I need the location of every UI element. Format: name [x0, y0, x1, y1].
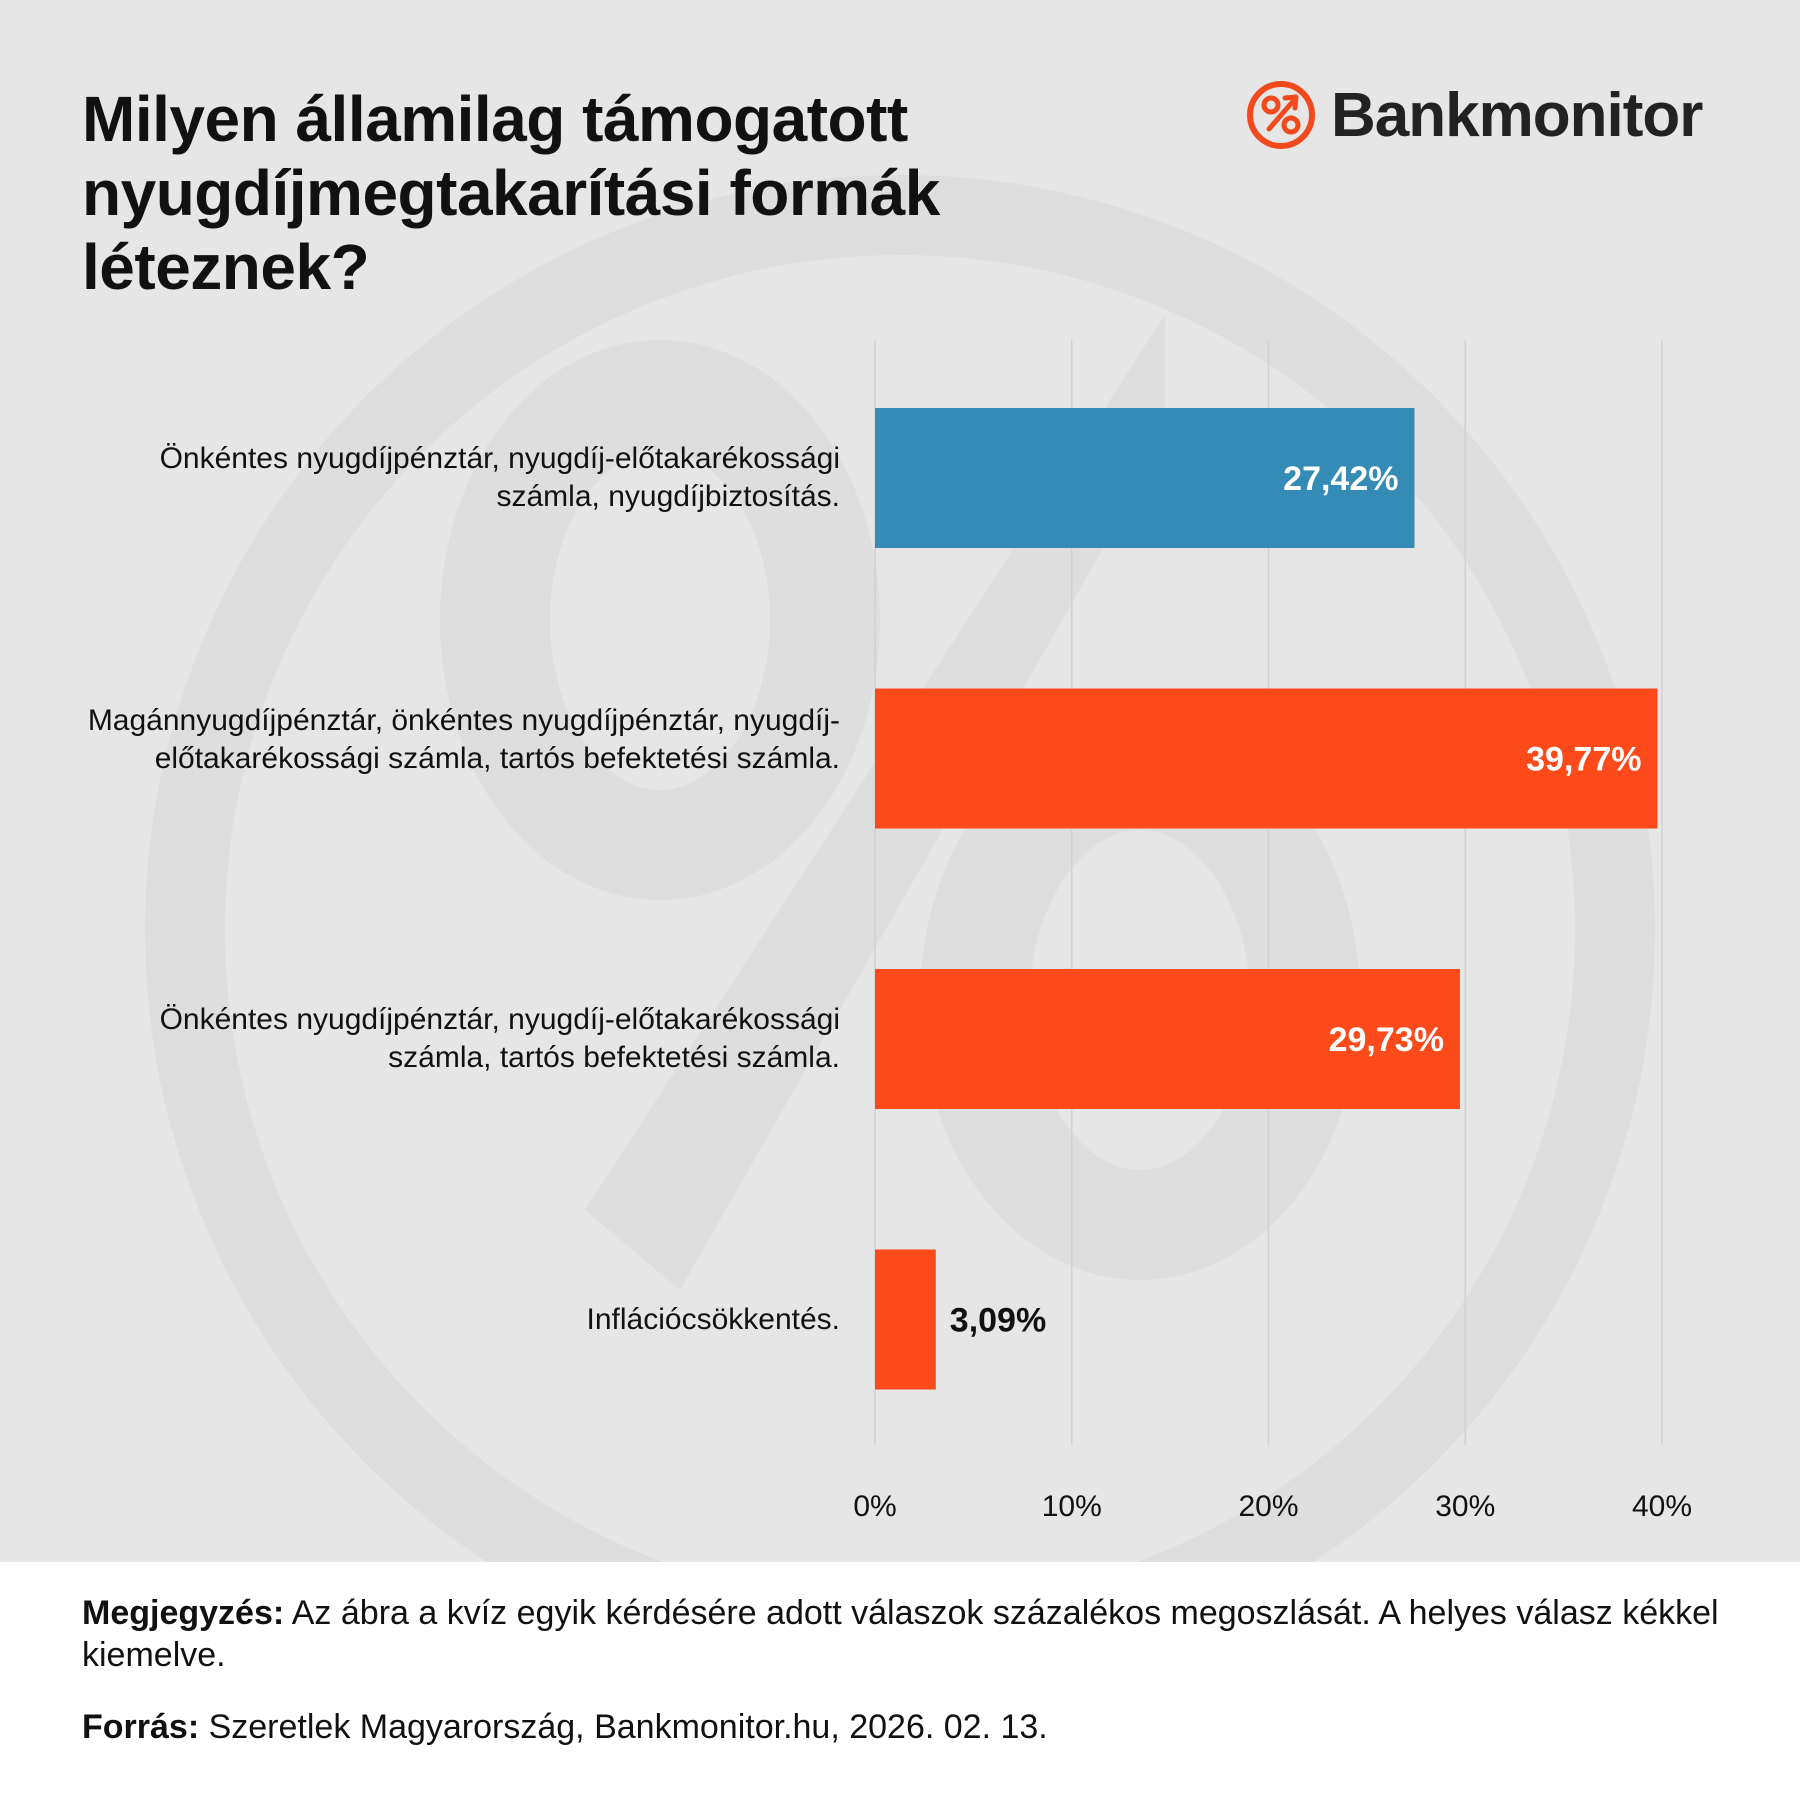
category-label: Magánnyugdíjpénztár, önkéntes nyugdíjpén…: [87, 703, 840, 775]
category-label: Inflációcsökkentés.: [586, 1302, 840, 1336]
bar-value-label: 39,77%: [1526, 741, 1641, 779]
bankmonitor-logo: Bankmonitor: [1245, 70, 1735, 160]
category-label: Önkéntes nyugdíjpénztár, nyugdíj-előtaka…: [159, 442, 840, 513]
logo-text: Bankmonitor: [1331, 80, 1703, 150]
x-tick-label: 10%: [1042, 1490, 1102, 1523]
footer: Megjegyzés: Az ábra a kvíz egyik kérdésé…: [82, 1592, 1722, 1778]
bar: [875, 688, 1658, 829]
x-axis-ticks: 0% 10% 20% 30% 40%: [853, 1490, 1692, 1523]
footer-note: Megjegyzés: Az ábra a kvíz egyik kérdésé…: [82, 1592, 1722, 1676]
chart-title: Milyen államilag támogatott nyugdíjmegta…: [82, 83, 940, 303]
note-text: Az ábra a kvíz egyik kérdésére adott vál…: [82, 1594, 1719, 1674]
bar: [875, 969, 1460, 1109]
x-tick-label: 20%: [1238, 1490, 1298, 1523]
note-label: Megjegyzés:: [82, 1594, 285, 1632]
footer-source: Forrás: Szeretlek Magyarország, Bankmoni…: [82, 1706, 1722, 1748]
bar-value-label: 3,09%: [950, 1302, 1046, 1340]
bar-value-label: 27,42%: [1283, 460, 1398, 498]
category-label: Önkéntes nyugdíjpénztár, nyugdíj-előtaka…: [159, 1003, 840, 1074]
x-tick-label: 30%: [1435, 1490, 1495, 1523]
x-tick-label: 40%: [1632, 1490, 1692, 1523]
percent-circle-icon: [1247, 81, 1315, 149]
chart-card: Milyen államilag támogatott nyugdíjmegta…: [0, 0, 1800, 1562]
bar: [875, 1249, 936, 1390]
source-label: Forrás:: [82, 1708, 200, 1746]
source-text: Szeretlek Magyarország, Bankmonitor.hu, …: [199, 1708, 1048, 1746]
bar-value-label: 29,73%: [1329, 1021, 1444, 1059]
x-tick-label: 0%: [853, 1490, 896, 1523]
bar: [875, 408, 1415, 548]
bars: 27,42% 39,77% 29,73% 3,09%: [875, 408, 1658, 1390]
bar-chart: 27,42% 39,77% 29,73% 3,09% 0% 10% 20% 30% 40%: [853, 340, 1692, 1523]
